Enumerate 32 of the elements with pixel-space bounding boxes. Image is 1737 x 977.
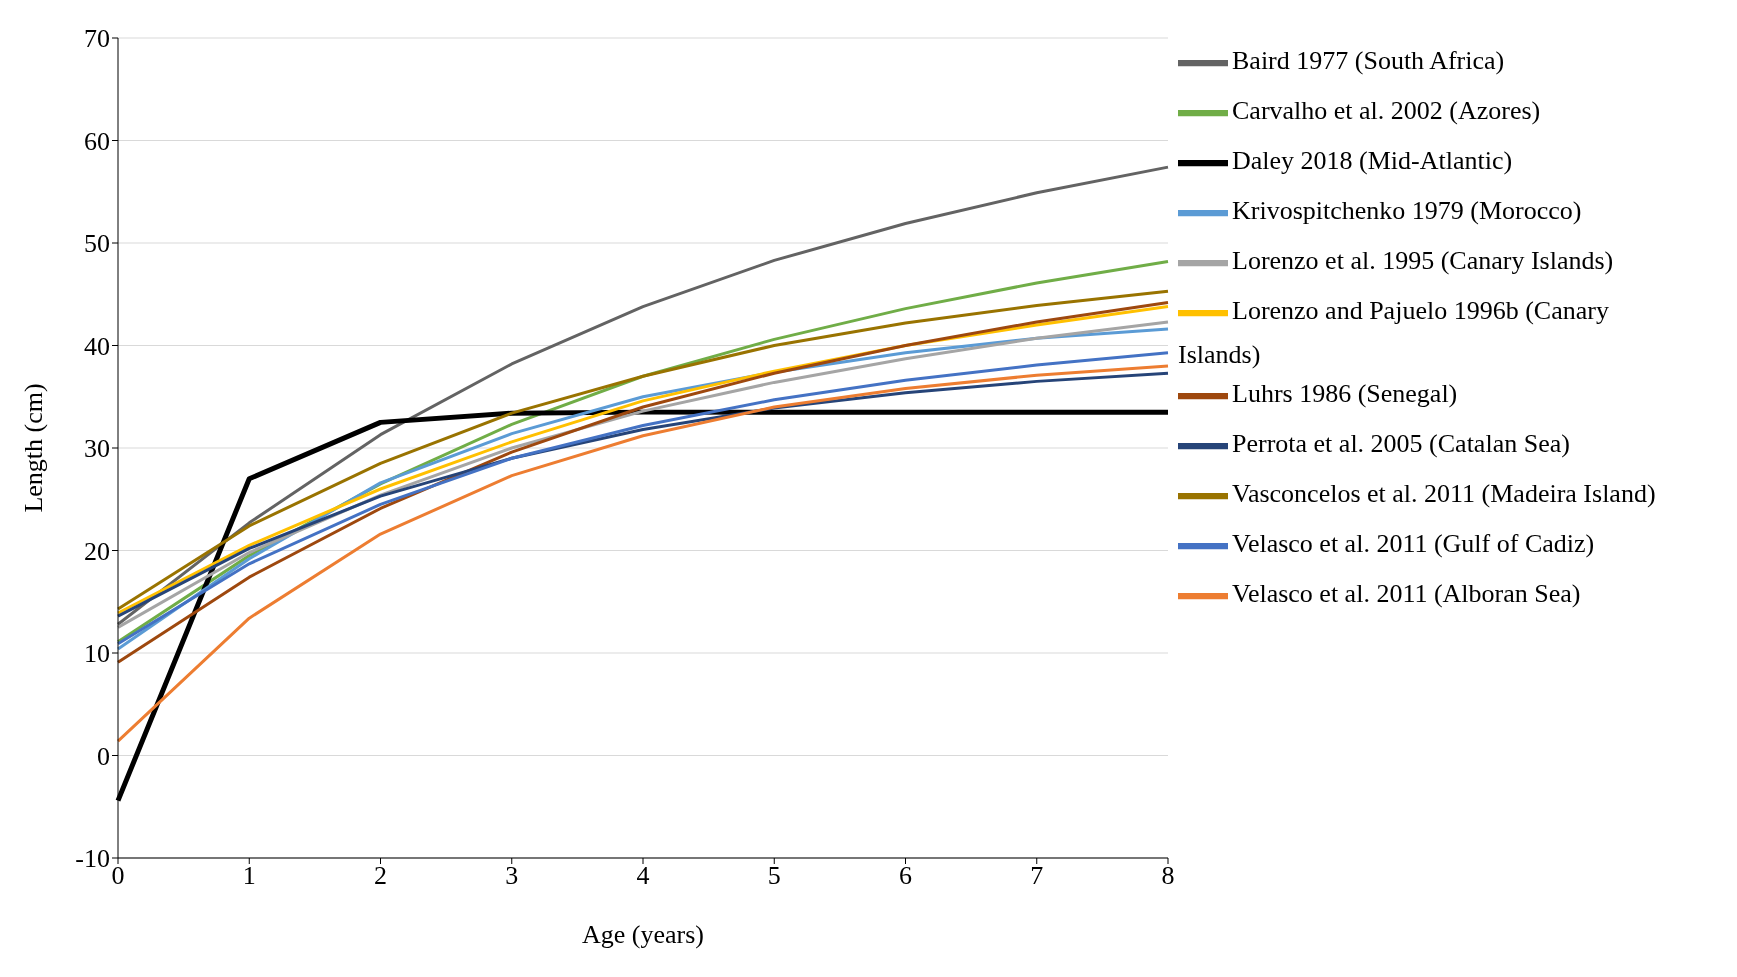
x-tick-label: 3 <box>505 861 519 891</box>
y-tick-label: 30 <box>84 434 110 464</box>
legend-label: Perrota et al. 2005 (Catalan Sea) <box>1232 428 1570 458</box>
y-tick-label: 10 <box>84 639 110 669</box>
x-tick-label: 1 <box>242 861 256 891</box>
line-series <box>116 364 1170 743</box>
legend-label: Velasco et al. 2011 (Gulf of Cadiz) <box>1232 528 1595 558</box>
line-series <box>116 165 1170 626</box>
legend-label: Krivospitchenko 1979 (Morocco) <box>1232 195 1582 225</box>
y-axis-title: Length (cm) <box>19 383 49 513</box>
legend-label: Daley 2018 (Mid-Atlantic) <box>1232 145 1513 175</box>
y-tick-label: 50 <box>84 229 110 259</box>
legend-label: Lorenzo and Pajuelo 1996b (Canary Islands) <box>1178 295 1609 369</box>
x-tick-label: 8 <box>1161 861 1175 891</box>
y-tick-label: 70 <box>84 24 110 54</box>
y-tick-label: 40 <box>84 331 110 361</box>
x-tick-label: 4 <box>636 861 650 891</box>
y-tick-label: 60 <box>84 126 110 156</box>
legend-label: Lorenzo et al. 1995 (Canary Islands) <box>1232 245 1614 275</box>
legend-label: Baird 1977 (South Africa) <box>1232 45 1505 75</box>
y-tick-label: -10 <box>75 844 110 874</box>
x-axis-title: Age (years) <box>582 920 704 949</box>
legend-label: Carvalho et al. 2002 (Azores) <box>1232 95 1541 125</box>
x-tick-label: 6 <box>899 861 912 891</box>
x-tick-label: 2 <box>374 861 387 891</box>
legend-label: Velasco et al. 2011 (Alboran Sea) <box>1232 578 1581 608</box>
y-tick-label: 0 <box>97 741 110 771</box>
y-tick-label: 20 <box>84 536 110 566</box>
legend-label: Vasconcelos et al. 2011 (Madeira Island) <box>1232 478 1656 508</box>
x-tick-label: 7 <box>1030 861 1044 891</box>
legend-label: Luhrs 1986 (Senegal) <box>1232 378 1458 408</box>
x-tick-label: 5 <box>767 861 781 891</box>
